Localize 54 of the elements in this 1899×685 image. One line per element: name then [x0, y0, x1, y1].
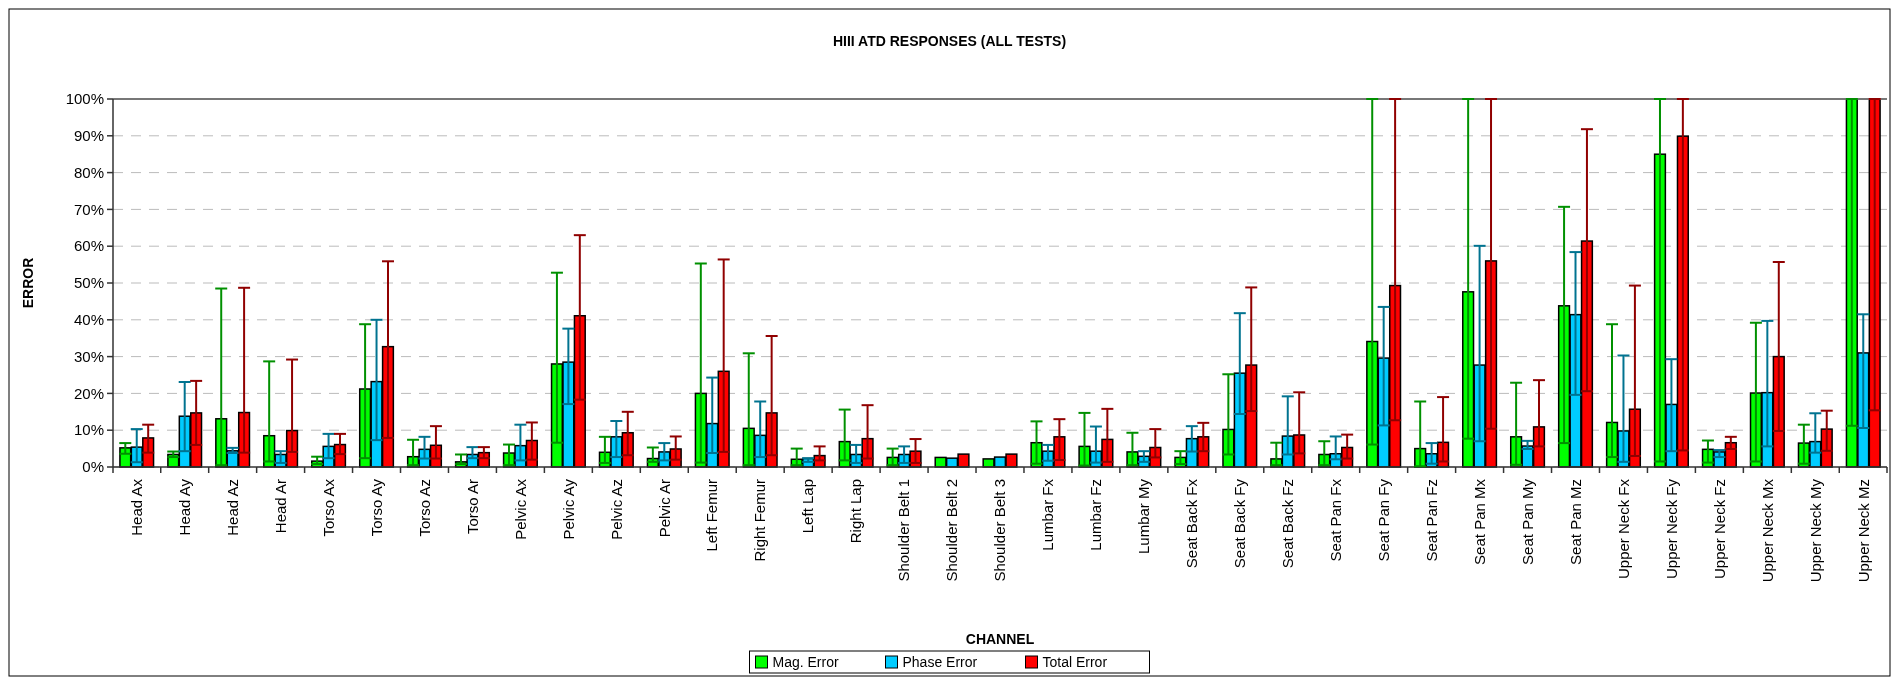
x-tick-label: Seat Back Fx — [1183, 478, 1201, 569]
x-tick-label: Right Femur — [751, 479, 769, 562]
x-tick-label: Pelvic Ar — [655, 479, 673, 538]
x-tick-label: Shoulder Belt 3 — [991, 479, 1009, 582]
x-tick-label: Left Lap — [799, 479, 817, 534]
x-tick-label: Upper Neck Fz — [1710, 479, 1728, 580]
x-tick-label: Seat Back Fy — [1231, 478, 1249, 569]
legend-label: Total Error — [1042, 654, 1108, 670]
legend-label: Phase Error — [902, 654, 978, 670]
x-tick-label: Torso Az — [415, 479, 433, 537]
y-tick-label: 0% — [82, 458, 104, 476]
x-tick-label: Lumbar My — [1135, 478, 1153, 555]
x-tick-label: Torso Ar — [463, 479, 481, 535]
x-axis-title: CHANNEL — [965, 631, 1035, 647]
y-axis-title: ERROR — [20, 257, 36, 309]
x-tick-label: Left Femur — [703, 479, 721, 552]
y-tick-label: 30% — [73, 347, 104, 365]
x-tick-label: Torso Ax — [319, 478, 337, 537]
y-tick-label: 70% — [73, 200, 104, 218]
x-tick-label: Seat Pan Fy — [1374, 478, 1392, 562]
x-tick-label: Shoulder Belt 1 — [895, 479, 913, 582]
x-tick-label: Head Ar — [271, 479, 289, 534]
x-tick-label: Head Ax — [127, 478, 145, 536]
y-tick-label: 40% — [73, 311, 104, 329]
x-tick-label: Seat Pan Mz — [1566, 479, 1584, 565]
y-tick-label: 20% — [73, 384, 104, 402]
x-tick-label: Seat Pan Fz — [1422, 479, 1440, 562]
x-tick-label: Head Ay — [175, 478, 193, 536]
x-tick-label: Right Lap — [847, 479, 865, 544]
x-tick-label: Pelvic Ax — [511, 478, 529, 540]
chart-title: HIII ATD RESPONSES (ALL TESTS) — [832, 33, 1067, 49]
x-tick-label: Seat Back Fz — [1279, 479, 1296, 569]
y-tick-label: 90% — [73, 127, 104, 145]
y-tick-label: 50% — [73, 274, 104, 292]
x-tick-label: Seat Pan Fx — [1326, 478, 1344, 562]
y-tick-label: 80% — [73, 163, 104, 181]
y-tick-label: 100% — [65, 90, 104, 108]
x-tick-label: Upper Neck My — [1806, 478, 1824, 583]
x-tick-label: Head Az — [223, 479, 241, 536]
x-tick-label: Seat Pan Mx — [1470, 478, 1488, 565]
x-tick-label: Upper Neck Fy — [1662, 478, 1680, 580]
x-tick-label: Torso Ay — [367, 478, 385, 537]
x-tick-label: Pelvic Ay — [559, 478, 577, 540]
y-tick-label: 60% — [73, 237, 104, 255]
x-tick-label: Upper Neck Fx — [1614, 478, 1632, 580]
legend-label: Mag. Error — [772, 654, 839, 670]
x-tick-label: Lumbar Fx — [1039, 478, 1057, 551]
x-tick-label: Upper Neck Mz — [1854, 479, 1872, 583]
y-tick-label: 10% — [73, 421, 104, 439]
x-tick-label: Upper Neck Mx — [1758, 478, 1776, 583]
x-tick-label: Pelvic Az — [607, 479, 625, 540]
x-tick-label: Lumbar Fz — [1087, 479, 1105, 551]
x-tick-label: Seat Pan My — [1518, 478, 1536, 565]
x-tick-label: Shoulder Belt 2 — [943, 479, 961, 582]
